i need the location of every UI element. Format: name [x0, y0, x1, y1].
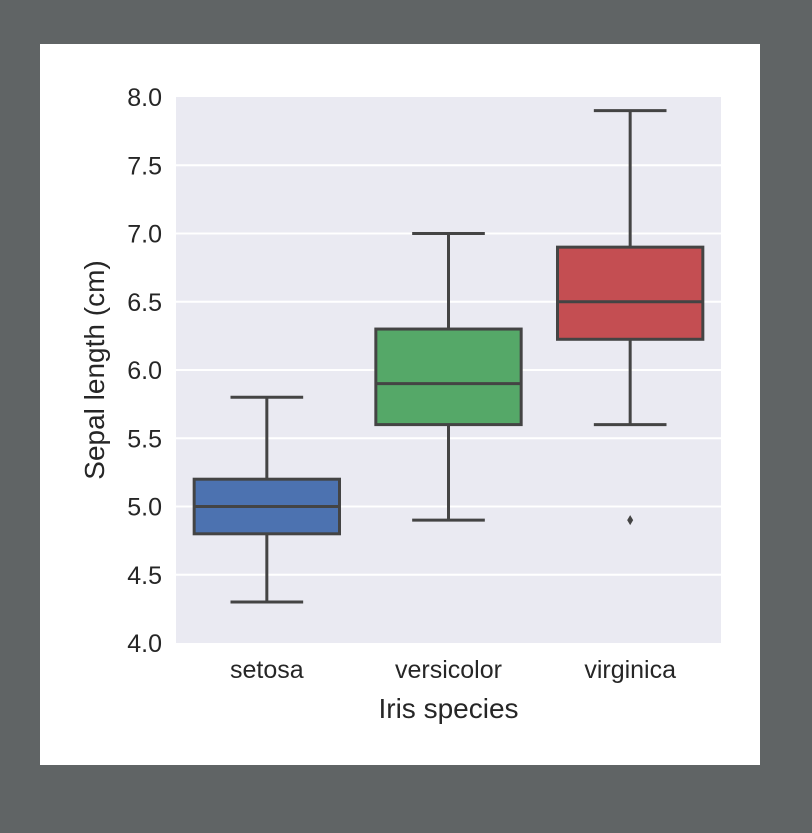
y-tick-label: 7.0: [127, 221, 162, 249]
x-tick-label: setosa: [230, 656, 304, 684]
y-axis-label: Sepal length (cm): [79, 260, 110, 479]
y-tick-label: 4.0: [127, 630, 162, 658]
y-tick-label: 5.0: [127, 494, 162, 522]
y-tick-label: 6.0: [127, 357, 162, 385]
box-body: [556, 245, 705, 341]
y-tick-label: 7.5: [127, 152, 162, 180]
box-versicolor: [374, 232, 523, 522]
x-tick-labels: setosa versicolor virginica: [230, 656, 676, 684]
y-tick-labels: 4.0 4.5 5.0 5.5 6.0 6.5 7.0 7.5 8.0: [127, 84, 162, 658]
y-tick-label: 4.5: [127, 562, 162, 590]
y-tick-label: 6.5: [127, 289, 162, 317]
x-axis-label: Iris species: [378, 693, 518, 724]
x-tick-label: virginica: [584, 656, 676, 684]
x-tick-label: versicolor: [395, 656, 502, 684]
outlier-point: [627, 515, 634, 526]
y-tick-label: 8.0: [127, 84, 162, 112]
boxes: [192, 109, 705, 604]
y-tick-label: 5.5: [127, 425, 162, 453]
box-body: [374, 327, 523, 427]
box-setosa: [192, 395, 341, 604]
box-virginica: [556, 109, 705, 526]
